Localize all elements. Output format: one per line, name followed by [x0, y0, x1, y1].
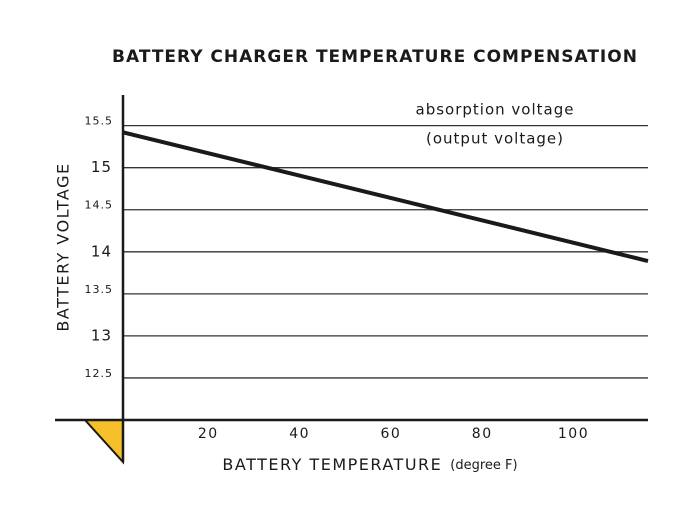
y-tick-label: 12.5 [85, 367, 114, 380]
x-tick-label: 100 [558, 426, 589, 442]
x-tick-label: 20 [198, 426, 219, 442]
x-tick-label: 80 [472, 426, 493, 442]
y-tick-label: 14 [91, 242, 112, 260]
data-line [122, 130, 649, 263]
y-tick-label: 15.5 [85, 115, 114, 128]
y-tick-label: 15 [91, 158, 112, 176]
x-axis-unit: (degree F) [450, 458, 517, 473]
x-tick-label: 60 [380, 426, 401, 442]
x-axis-label: BATTERY TEMPERATURE (degree F) [222, 455, 517, 474]
origin-marker [82, 419, 124, 465]
y-tick-label: 13 [91, 326, 112, 344]
x-tick-label: 40 [289, 426, 310, 442]
y-tick-label: 14.5 [85, 199, 114, 212]
y-axis-label: BATTERY VOLTAGE [54, 162, 73, 331]
x-axis-title: BATTERY TEMPERATURE [222, 455, 442, 474]
annotation: (output voltage) [426, 130, 564, 148]
y-tick-label: 13.5 [85, 283, 114, 296]
chart-title: BATTERY CHARGER TEMPERATURE COMPENSATION [112, 47, 638, 67]
series-label: absorption voltage [416, 101, 575, 119]
